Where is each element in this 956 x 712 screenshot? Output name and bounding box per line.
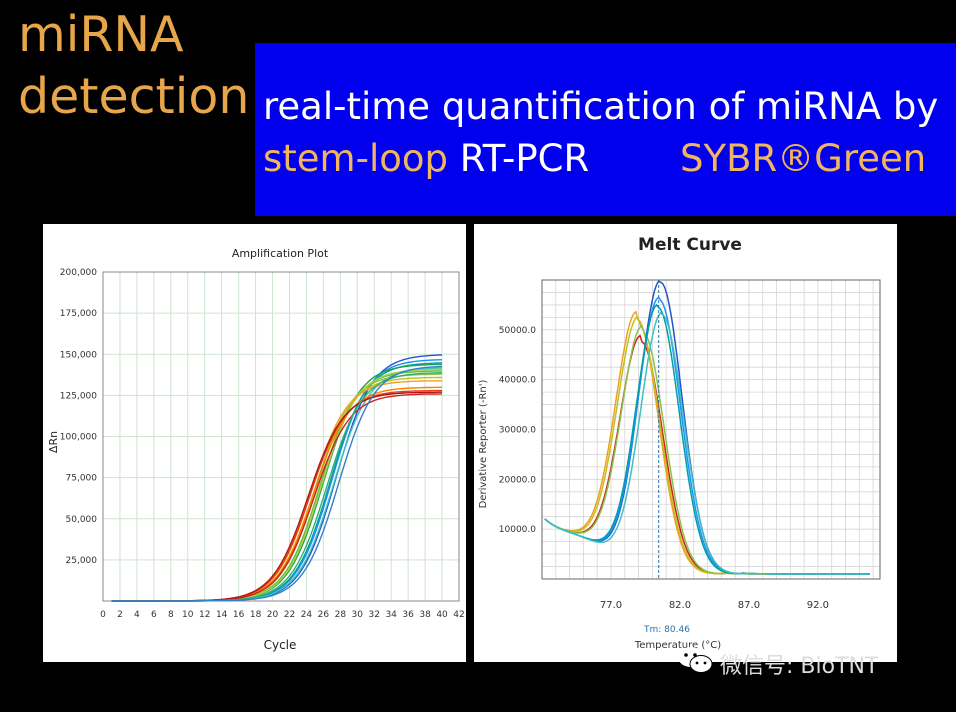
banner-line1: real-time quantification of miRNA by bbox=[263, 85, 939, 128]
melt-curve-title: Melt Curve bbox=[638, 235, 742, 255]
amplification-series-line bbox=[111, 367, 443, 602]
amplification-y-tick-label: 175,000 bbox=[60, 309, 97, 319]
amplification-y-tick-label: 50,000 bbox=[66, 515, 98, 525]
amplification-series-line bbox=[111, 363, 443, 602]
amplification-x-tick-label: 14 bbox=[216, 610, 228, 620]
banner-stem-loop: stem-loop bbox=[263, 137, 448, 180]
melt-x-tick-label: 82.0 bbox=[669, 600, 691, 611]
slide-title: miRNA detection bbox=[18, 6, 250, 125]
melt-grid bbox=[541, 279, 880, 580]
amplification-series-line bbox=[111, 373, 442, 602]
amplification-plot-area bbox=[102, 271, 460, 602]
amplification-x-tick-label: 18 bbox=[250, 610, 262, 620]
amplification-x-tick-label: 22 bbox=[284, 610, 295, 620]
watermark-text: 微信号: BioTNT bbox=[720, 654, 879, 679]
melt-y-tick-label: 30000.0 bbox=[499, 426, 536, 436]
banner-sybr-green: SYBR®Green bbox=[680, 137, 927, 180]
amplification-series-line bbox=[111, 391, 442, 602]
melt-y-tick-label: 40000.0 bbox=[499, 376, 536, 386]
amplification-x-tick-label: 34 bbox=[385, 610, 397, 620]
amplification-plot: Amplification Plot Cycle ΔRn 0 2 4 6 8 10 12 14… bbox=[47, 247, 465, 652]
melt-series-line bbox=[544, 311, 870, 575]
amplification-x-axis-label: Cycle bbox=[264, 638, 297, 652]
amplification-grid bbox=[102, 271, 460, 602]
amplification-series-line bbox=[111, 376, 442, 602]
amplification-series-line bbox=[111, 365, 443, 602]
melt-y-tick-label: 50000.0 bbox=[499, 326, 536, 336]
amplification-x-tick-label: 20 bbox=[267, 610, 279, 620]
amplification-x-tick-label: 26 bbox=[318, 610, 330, 620]
amplification-x-tick-label: 40 bbox=[436, 610, 448, 620]
amplification-x-tick-label: 4 bbox=[134, 610, 140, 620]
melt-y-axis-label: Derivative Reporter (-Rn') bbox=[478, 380, 489, 509]
amplification-plot-title: Amplification Plot bbox=[232, 247, 329, 260]
amplification-y-tick-label: 150,000 bbox=[60, 350, 97, 360]
amplification-x-tick-label: 38 bbox=[419, 610, 431, 620]
melt-tm-label: Tm: 80.46 bbox=[643, 625, 690, 635]
melt-y-tick-label: 10000.0 bbox=[499, 525, 536, 535]
amplification-y-axis-label: ΔRn bbox=[47, 431, 60, 453]
amplification-x-tick-label: 32 bbox=[369, 610, 380, 620]
amplification-x-tick-label: 28 bbox=[335, 610, 347, 620]
amplification-y-tick-label: 200,000 bbox=[60, 268, 97, 278]
amplification-y-tick-label: 125,000 bbox=[60, 391, 97, 401]
amplification-series-line bbox=[111, 380, 443, 602]
amplification-series-line bbox=[111, 362, 443, 602]
melt-x-tick-label: 87.0 bbox=[738, 600, 760, 611]
melt-x-axis-label: Temperature (°C) bbox=[634, 640, 721, 651]
melt-plot-area bbox=[541, 279, 881, 580]
amplification-x-tick-label: 10 bbox=[182, 610, 194, 620]
amplification-x-tick-label: 24 bbox=[301, 610, 313, 620]
melt-curve-panel: Melt Curve Temperature (°C) Derivative R… bbox=[474, 224, 897, 662]
amplification-x-tick-label: 2 bbox=[117, 610, 123, 620]
melt-x-tick-label: 77.0 bbox=[600, 600, 622, 611]
subtitle-banner: real-time quantification of miRNA by ste… bbox=[255, 43, 956, 216]
melt-x-tick-label: 92.0 bbox=[807, 600, 829, 611]
amplification-x-tick-label: 6 bbox=[151, 610, 157, 620]
amplification-x-tick-label: 36 bbox=[402, 610, 414, 620]
amplification-series-line bbox=[111, 372, 443, 602]
amplification-y-tick-label: 100,000 bbox=[60, 433, 97, 443]
melt-y-tick-label: 20000.0 bbox=[499, 475, 536, 485]
amplification-y-tick-label: 25,000 bbox=[66, 556, 98, 566]
amplification-x-tick-label: 16 bbox=[233, 610, 245, 620]
amplification-plot-panel: Amplification Plot Cycle ΔRn 0 2 4 6 8 10 12 14… bbox=[43, 224, 466, 662]
amplification-x-tick-label: 30 bbox=[352, 610, 364, 620]
amplification-series-line bbox=[111, 386, 442, 602]
amplification-series-line bbox=[111, 370, 443, 602]
amplification-series-line bbox=[111, 368, 443, 602]
wechat-icon bbox=[678, 647, 713, 673]
banner-line2: stem-loop RT-PCR bbox=[263, 137, 589, 180]
amplification-x-tick-label: 0 bbox=[100, 610, 106, 620]
amplification-x-tick-label: 8 bbox=[168, 610, 174, 620]
amplification-y-tick-label: 75,000 bbox=[66, 474, 98, 484]
amplification-x-tick-label: 42 bbox=[453, 610, 464, 620]
banner-rt-pcr: RT-PCR bbox=[447, 137, 590, 180]
melt-curve-plot: Melt Curve Temperature (°C) Derivative R… bbox=[478, 235, 881, 651]
amplification-x-tick-label: 12 bbox=[199, 610, 210, 620]
